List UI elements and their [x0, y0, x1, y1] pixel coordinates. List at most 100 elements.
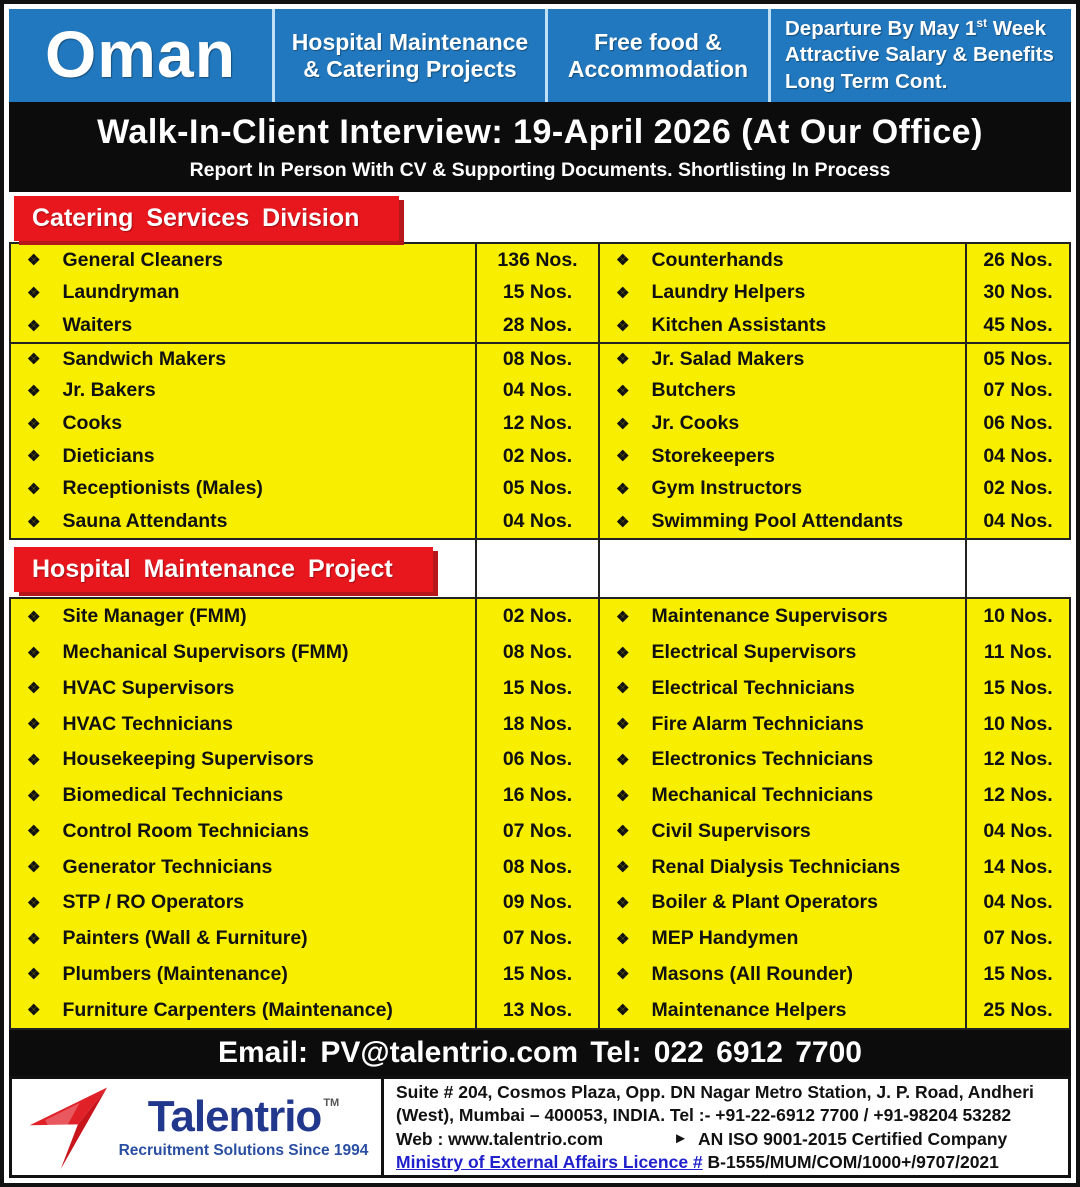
role-name: ❖ Jr. Salad Makers: [600, 342, 967, 375]
role-name: ❖ General Cleaners: [11, 244, 477, 277]
role-name: ❖ Biomedical Technicians: [11, 777, 477, 814]
diamond-bullet-icon: ❖: [27, 351, 41, 369]
role-count: 04 Nos.: [983, 819, 1053, 842]
diamond-bullet-icon: ❖: [616, 930, 630, 948]
diamond-bullet-icon: ❖: [616, 716, 630, 734]
top-header: Oman Hospital Maintenance & Catering Pro…: [9, 9, 1071, 102]
diamond-bullet-icon: ❖: [616, 859, 630, 877]
diamond-bullet-icon: ❖: [616, 1002, 630, 1020]
brand-wordmark: Talentrio TM Recruitment Solutions Since…: [119, 1091, 369, 1160]
role-name: ❖ Housekeeping Supervisors: [11, 742, 477, 778]
role-name: ❖ Renal Dialysis Technicians: [600, 849, 967, 885]
role-count: 10 Nos.: [983, 605, 1053, 628]
role-count: 04 Nos.: [477, 374, 600, 408]
benefit-line: Accommodation: [567, 55, 749, 82]
licence-line: Ministry of External Affairs Licence # B…: [396, 1151, 1058, 1174]
role-count: 18 Nos.: [477, 706, 600, 742]
role-name: ❖ Mechanical Technicians: [600, 777, 967, 814]
role-name: ❖ Plumbers (Maintenance): [11, 956, 477, 993]
role-name: ❖ Civil Supervisors: [600, 813, 967, 850]
hospital-jobs-table: ❖ Site Manager (FMM) 02 Nos. ❖ Maintenance S…: [9, 597, 1071, 1030]
role-name: ❖ Laundryman: [11, 276, 477, 310]
website-link[interactable]: Web : www.talentrio.com: [396, 1128, 604, 1149]
catering-jobs-table: ❖ General Cleaners 136 Nos. ❖ Counterhands 26…: [9, 242, 1071, 540]
country-name: Oman: [44, 16, 237, 91]
licence-link[interactable]: Ministry of External Affairs Licence #: [396, 1151, 703, 1172]
role-count: 02 Nos.: [477, 440, 600, 473]
diamond-bullet-icon: ❖: [616, 317, 630, 335]
role-name: ❖ Maintenance Helpers: [600, 992, 967, 1028]
diamond-bullet-icon: ❖: [616, 680, 630, 698]
role-name: ❖ Counterhands: [600, 244, 967, 277]
diamond-bullet-icon: ❖: [27, 480, 41, 498]
catering-section-title: Catering Services Division: [14, 196, 400, 241]
role-count: 12 Nos.: [983, 748, 1053, 771]
web-and-iso-line: Web : www.talentrio.com ► AN ISO 9001-20…: [396, 1128, 1058, 1151]
role-count: 06 Nos.: [983, 412, 1053, 435]
brand-name: Talentrio: [147, 1091, 323, 1141]
role-name: ❖ HVAC Supervisors: [11, 670, 477, 707]
role-name: ❖ Butchers: [600, 374, 967, 408]
trademark-symbol: TM: [323, 1096, 340, 1109]
role-count: 04 Nos.: [983, 891, 1053, 914]
diamond-bullet-icon: ❖: [27, 823, 41, 841]
diamond-bullet-icon: ❖: [27, 415, 41, 433]
role-name: ❖ Site Manager (FMM): [11, 599, 477, 635]
role-count: 15 Nos.: [983, 962, 1053, 985]
departure-line: Attractive Salary & Benefits: [785, 43, 1054, 67]
role-count: 30 Nos.: [983, 281, 1053, 304]
interview-banner: Walk-In-Client Interview: 19-April 2026 …: [9, 102, 1071, 192]
project-line: & Catering Projects: [303, 55, 517, 82]
role-count: 07 Nos.: [983, 927, 1053, 950]
role-count: 15 Nos.: [477, 670, 600, 707]
diamond-bullet-icon: ❖: [27, 382, 41, 400]
footer-address-block: Suite # 204, Cosmos Plaza, Opp. DN Nagar…: [381, 1079, 1068, 1175]
role-count: 14 Nos.: [983, 855, 1053, 878]
role-name: ❖ Furniture Carpenters (Maintenance): [11, 992, 477, 1028]
diamond-bullet-icon: ❖: [27, 317, 41, 335]
role-count: 15 Nos.: [477, 956, 600, 993]
role-name: ❖ Sauna Attendants: [11, 505, 477, 538]
role-name: ❖ STP / RO Operators: [11, 885, 477, 921]
role-name: ❖ Storekeepers: [600, 440, 967, 473]
role-name: ❖ Sandwich Makers: [11, 342, 477, 375]
role-name: ❖ Waiters: [11, 309, 477, 342]
role-count: 07 Nos.: [477, 920, 600, 957]
catering-section-band: Catering Services Division: [9, 192, 1071, 242]
column-divider: [475, 540, 477, 597]
role-name: ❖ Electrical Technicians: [600, 670, 967, 707]
iso-certification: ► AN ISO 9001-2015 Certified Company: [673, 1128, 1007, 1151]
role-count: 08 Nos.: [477, 634, 600, 671]
address-line: (West), Mumbai – 400053, INDIA. Tel :- +…: [396, 1105, 1012, 1126]
role-count: 05 Nos.: [967, 342, 1069, 375]
column-divider: [965, 540, 967, 597]
role-count: 04 Nos.: [477, 505, 600, 538]
role-name: ❖ Electronics Technicians: [600, 742, 967, 778]
diamond-bullet-icon: ❖: [616, 351, 630, 369]
contact-bar: Email: PV@talentrio.com Tel: 022 6912 77…: [9, 1030, 1071, 1076]
hospital-section-title: Hospital Maintenance Project: [14, 547, 433, 592]
role-count: 09 Nos.: [477, 885, 600, 921]
role-count: 04 Nos.: [983, 444, 1053, 467]
hospital-section-band: Hospital Maintenance Project: [9, 540, 1071, 597]
departure-line: Departure By May 1st Week: [785, 15, 1046, 40]
role-count: 07 Nos.: [477, 813, 600, 850]
diamond-bullet-icon: ❖: [616, 823, 630, 841]
interview-subtitle: Report In Person With CV & Supporting Do…: [189, 158, 891, 181]
role-count: 02 Nos.: [477, 599, 600, 635]
diamond-bullet-icon: ❖: [27, 252, 41, 270]
role-name: ❖ Boiler & Plant Operators: [600, 885, 967, 921]
role-name: ❖ Jr. Cooks: [600, 407, 967, 440]
benefit-line: Free food &: [594, 29, 722, 56]
diamond-bullet-icon: ❖: [616, 751, 630, 769]
diamond-bullet-icon: ❖: [27, 859, 41, 877]
role-count: 05 Nos.: [477, 472, 600, 506]
role-count: 16 Nos.: [477, 777, 600, 814]
diamond-bullet-icon: ❖: [616, 966, 630, 984]
iso-text: AN ISO 9001-2015 Certified Company: [697, 1128, 1008, 1149]
diamond-bullet-icon: ❖: [616, 513, 630, 531]
diamond-bullet-icon: ❖: [616, 284, 630, 302]
role-name: ❖ MEP Handymen: [600, 920, 967, 957]
role-count: 28 Nos.: [477, 309, 600, 342]
role-count: 26 Nos.: [983, 248, 1053, 271]
